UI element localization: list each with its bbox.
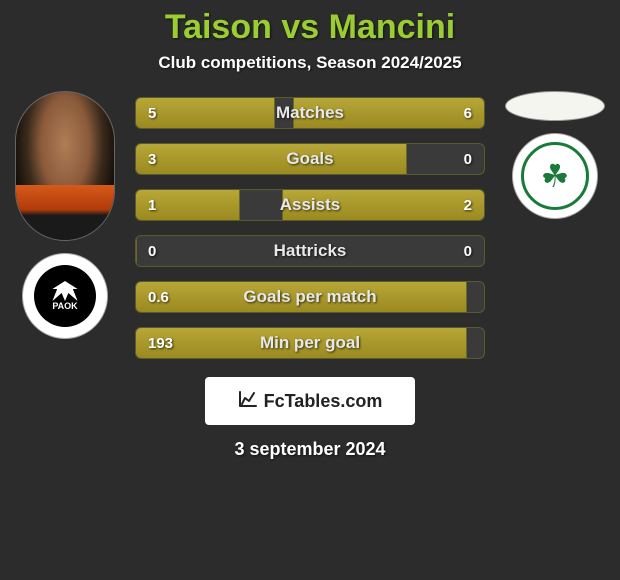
- player-photo-left: [15, 91, 115, 241]
- club-crest-left: PAOK: [22, 253, 108, 339]
- eagle-icon: [51, 281, 79, 301]
- stat-bars: 56Matches30Goals12Assists00Hattricks0.6G…: [135, 91, 485, 359]
- stat-value-right: 0: [452, 144, 484, 174]
- date-text: 3 september 2024: [0, 439, 620, 460]
- bar-fill-right: [282, 190, 484, 220]
- stat-row: 12Assists: [135, 189, 485, 221]
- stat-row: 0.6Goals per match: [135, 281, 485, 313]
- bar-fill-left: [136, 282, 467, 312]
- subtitle: Club competitions, Season 2024/2025: [0, 53, 620, 73]
- page-title: Taison vs Mancini: [0, 0, 620, 47]
- bar-fill-left: [136, 328, 467, 358]
- bar-fill-left: [136, 190, 240, 220]
- source-badge-text: FcTables.com: [264, 391, 383, 412]
- stat-row: 30Goals: [135, 143, 485, 175]
- bar-fill-right: [293, 98, 484, 128]
- bar-fill-left: [136, 236, 137, 266]
- stat-value-left: 0: [136, 236, 168, 266]
- source-badge: FcTables.com: [205, 377, 415, 425]
- stat-value-right: 0: [452, 236, 484, 266]
- chart-icon: [238, 390, 258, 413]
- bar-fill-left: [136, 98, 275, 128]
- right-player-column: ☘: [500, 91, 610, 219]
- left-player-column: PAOK: [10, 91, 120, 339]
- crest-left-label: PAOK: [52, 301, 77, 311]
- clover-icon: ☘: [541, 160, 570, 192]
- bar-fill-left: [136, 144, 407, 174]
- stat-row: 0 0Hattricks: [135, 235, 485, 267]
- stat-row: 56Matches: [135, 97, 485, 129]
- comparison-panel: PAOK ☘ 56Matches30Goals12Assists00Hattri…: [0, 91, 620, 359]
- stat-row: 193Min per goal: [135, 327, 485, 359]
- stat-label: Hattricks: [136, 236, 484, 266]
- club-crest-right: ☘: [512, 133, 598, 219]
- player-photo-right: [505, 91, 605, 121]
